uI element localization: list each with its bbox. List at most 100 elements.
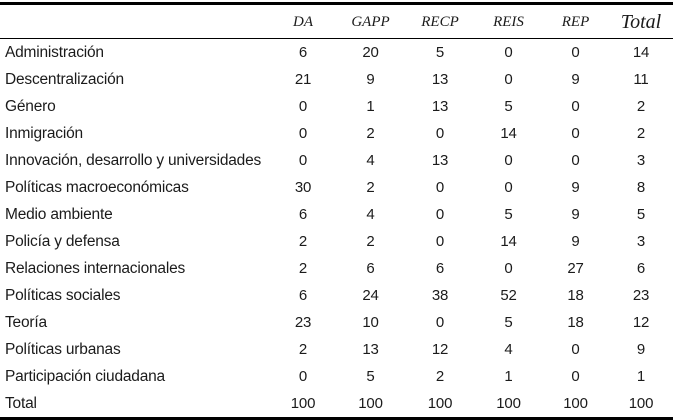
cell-value: 5	[504, 206, 513, 223]
cell-value: 13	[362, 341, 379, 358]
cell-value: 4	[366, 152, 375, 169]
cell-value: 100	[496, 395, 521, 412]
cell-value: 13	[431, 152, 449, 169]
row-label: Teoría	[5, 313, 47, 331]
cell-value: 0	[571, 368, 580, 385]
cell-value: 5	[504, 314, 513, 331]
table-row: Políticas macroeconómicas 30 2 0 0 9 8	[0, 174, 673, 201]
cell-value: 11	[633, 71, 649, 88]
cell-value: 2	[636, 125, 646, 142]
cell-value: 100	[628, 395, 654, 412]
cell-value: 100	[427, 395, 453, 412]
table-row: Políticas urbanas 2 13 12 4 0 9	[0, 336, 673, 363]
table-row: Administración 6 20 5 0 0 14	[0, 39, 673, 67]
cell-value: 23	[294, 314, 312, 331]
cell-value: 18	[567, 314, 584, 331]
cell-value: 100	[563, 395, 588, 412]
cell-value: 14	[500, 125, 517, 142]
column-header-rep: REP	[561, 14, 590, 30]
row-label: Innovación, desarrollo y universidades	[5, 151, 262, 169]
column-header-da: DA	[293, 14, 313, 30]
cell-value: 4	[504, 341, 513, 358]
cell-value: 2	[435, 368, 445, 385]
cell-value: 13	[431, 98, 449, 115]
cell-value: 21	[294, 71, 312, 88]
cell-value: 0	[504, 44, 513, 61]
cell-value: 8	[636, 179, 646, 196]
cell-value: 3	[636, 152, 646, 169]
cell-value: 14	[500, 233, 517, 250]
cell-value: 2	[366, 179, 375, 196]
table-row: Medio ambiente 6 4 0 5 9 5	[0, 201, 673, 228]
table-row: Relaciones internacionales 2 6 6 0 27 6	[0, 255, 673, 282]
cell-value: 5	[366, 368, 375, 385]
cell-value: 5	[504, 98, 513, 115]
cell-value: 12	[632, 314, 650, 331]
table-row: Policía y defensa 2 2 0 14 9 3	[0, 228, 673, 255]
cell-value: 0	[298, 368, 308, 385]
row-label: Descentralización	[5, 70, 124, 88]
cell-value: 0	[571, 98, 580, 115]
cell-value: 0	[571, 44, 580, 61]
cell-value: 9	[366, 71, 375, 88]
row-label: Total	[5, 394, 37, 412]
table-row: Total 100 100 100 100 100 100	[0, 390, 673, 419]
cell-value: 6	[298, 206, 308, 223]
column-header-recp: RECP	[421, 14, 459, 30]
cell-value: 0	[571, 152, 580, 169]
cell-value: 2	[366, 125, 375, 142]
cell-value: 0	[571, 341, 580, 358]
row-label: Relaciones internacionales	[5, 259, 186, 277]
cell-value: 0	[298, 98, 308, 115]
table-body: Administración 6 20 5 0 0 14 Descentralización 2…	[0, 39, 673, 419]
cell-value: 4	[366, 206, 375, 223]
table-row: Políticas sociales 6 24 38 52 18 23	[0, 282, 673, 309]
cell-value: 12	[431, 341, 449, 358]
cell-value: 2	[298, 341, 308, 358]
row-label: Políticas urbanas	[5, 340, 121, 358]
row-label: Policía y defensa	[5, 232, 120, 250]
cell-value: 52	[500, 287, 517, 304]
cell-value: 20	[362, 44, 379, 61]
cell-value: 0	[435, 233, 445, 250]
cell-value: 30	[294, 179, 312, 196]
cell-value: 0	[435, 179, 445, 196]
cell-value: 0	[504, 71, 513, 88]
cell-value: 2	[636, 98, 646, 115]
cell-value: 1	[366, 98, 375, 115]
cell-value: 1	[504, 368, 513, 385]
cell-value: 5	[636, 206, 646, 223]
cell-value: 9	[636, 341, 646, 358]
table-row: Inmigración 0 2 0 14 0 2	[0, 120, 673, 147]
cell-value: 3	[636, 233, 646, 250]
cell-value: 9	[571, 206, 580, 223]
row-label: Políticas sociales	[5, 286, 121, 304]
cell-value: 24	[362, 287, 379, 304]
header-row: DA GAPP RECP REIS REP Total	[0, 4, 673, 39]
cell-value: 100	[290, 395, 316, 412]
cell-value: 0	[504, 179, 513, 196]
cell-value: 38	[431, 287, 449, 304]
cell-value: 9	[571, 179, 580, 196]
cell-value: 18	[567, 287, 584, 304]
cell-value: 14	[632, 44, 650, 61]
row-label: Género	[5, 97, 56, 115]
row-label: Participación ciudadana	[5, 367, 165, 385]
column-header-total: Total	[620, 11, 662, 33]
cell-value: 6	[298, 287, 308, 304]
cell-value: 27	[567, 260, 584, 277]
column-header-reis: REIS	[493, 14, 524, 30]
cell-value: 9	[571, 71, 580, 88]
table-row: Participación ciudadana 0 5 2 1 0 1	[0, 363, 673, 390]
cell-value: 0	[571, 125, 580, 142]
cell-value: 2	[298, 260, 308, 277]
cell-value: 2	[298, 233, 308, 250]
table-header: DA GAPP RECP REIS REP Total	[0, 4, 673, 39]
row-label: Inmigración	[5, 124, 83, 142]
row-label: Medio ambiente	[5, 205, 113, 223]
cell-value: 0	[435, 206, 445, 223]
cell-value: 5	[435, 44, 445, 61]
header-corner-cell	[0, 4, 270, 39]
